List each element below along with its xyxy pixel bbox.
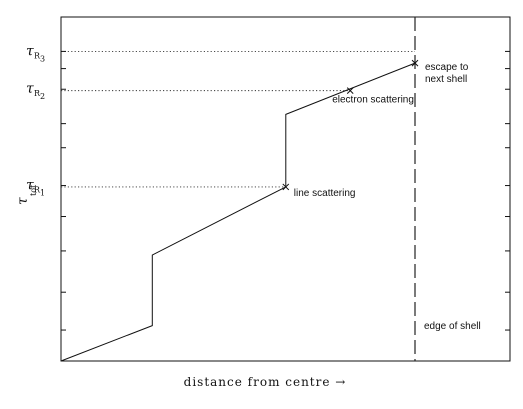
- event-label-3: escape to next shell: [425, 62, 469, 85]
- event-markers: [282, 59, 419, 191]
- event-label-line: escape to: [425, 62, 469, 73]
- event-annotations: line scattering electron scattering escape…: [294, 62, 469, 199]
- y-tick-labels: τ R 3τ R 2τ R 1: [26, 43, 45, 197]
- y-tick-label-index: 1: [40, 189, 45, 198]
- y-tick-label-symbol: τ: [26, 81, 34, 97]
- edge-of-shell-label: edge of shell: [424, 321, 481, 332]
- y-tick-label-subscript: R: [34, 186, 41, 195]
- event-marker-1: [282, 183, 290, 191]
- y-tick-label-subscript: R: [34, 89, 41, 98]
- event-label-1: line scattering: [294, 188, 356, 199]
- photon-path-line: [60, 62, 416, 362]
- marker-stroke-b: [282, 183, 290, 191]
- event-label-2: electron scattering: [332, 95, 414, 106]
- marker-stroke-b: [411, 59, 419, 67]
- y-axis-label: τ tot: [15, 184, 38, 205]
- y-tick-label-index: 3: [40, 54, 45, 63]
- marker-stroke-b: [346, 87, 354, 94]
- event-label-line: next shell: [425, 74, 467, 85]
- event-label-line: line scattering: [294, 188, 356, 199]
- y-tick-label-subscript: R: [34, 51, 41, 60]
- plot-frame: [60, 16, 511, 362]
- y-axis-label-symbol: τ: [15, 197, 31, 205]
- reference-lines: [61, 50, 415, 188]
- y-axis-label-subscript: tot: [29, 184, 38, 196]
- y-tick-label-symbol: τ: [26, 178, 34, 194]
- event-marker-3: [411, 59, 419, 67]
- event-label-line: electron scattering: [332, 95, 414, 106]
- y-tick-label-index: 2: [40, 92, 45, 101]
- y-tick-label-symbol: τ: [26, 43, 34, 59]
- y-ticks: [61, 50, 510, 331]
- x-axis-label: distance from centre →: [184, 375, 347, 389]
- event-marker-2: [346, 87, 354, 94]
